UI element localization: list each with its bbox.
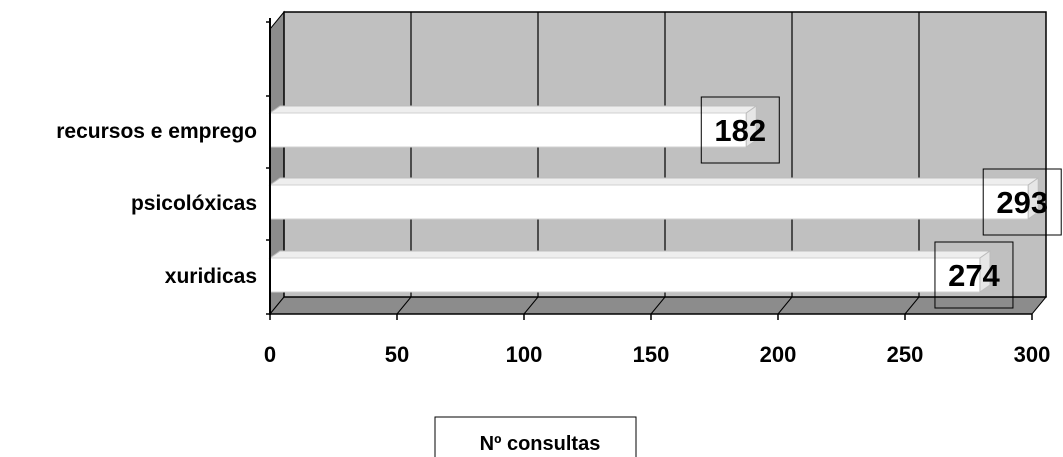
x-tick-label: 50 [385, 342, 409, 367]
bar-end-cap [745, 105, 757, 148]
axes: 0 50 100 150 200 250 300 recursos e emprego psic… [56, 18, 1050, 367]
gridline-floor [777, 296, 793, 315]
legend-series-name: Nº consultas [480, 433, 601, 455]
bar [269, 184, 1029, 220]
category-label: recursos e emprego [56, 120, 257, 143]
bar-end-cap [1027, 177, 1039, 220]
bar [269, 257, 981, 293]
x-tick-label: 200 [760, 342, 797, 367]
category-label: psicolóxicas [131, 192, 257, 215]
bar [269, 112, 747, 148]
gridlines [396, 12, 920, 315]
x-tick-label: 0 [264, 342, 276, 367]
legend-box [434, 416, 637, 457]
gridline-floor [650, 296, 666, 315]
data-label: 182 [714, 113, 766, 148]
data-label-box [700, 96, 780, 164]
bar-top-face [268, 105, 758, 114]
legend: Nº consultas [434, 416, 637, 457]
gridline-floor [396, 296, 412, 315]
bar-top-face [268, 250, 992, 259]
data-label: 274 [948, 258, 1000, 293]
x-tick-label: 300 [1014, 342, 1051, 367]
category-label: xuridicas [165, 265, 257, 288]
data-label: 293 [996, 185, 1048, 220]
data-label-box [982, 168, 1062, 236]
x-tick-label: 150 [633, 342, 670, 367]
data-labels: 182 293 274 [700, 96, 1062, 309]
bar-top-face [268, 177, 1040, 186]
bar-end-cap [979, 250, 991, 293]
gridline-floor [904, 296, 920, 315]
data-label-box [934, 241, 1014, 309]
x-tick-label: 100 [506, 342, 543, 367]
bars [268, 105, 1040, 293]
x-tick-label: 250 [887, 342, 924, 367]
gridline-floor [523, 296, 539, 315]
